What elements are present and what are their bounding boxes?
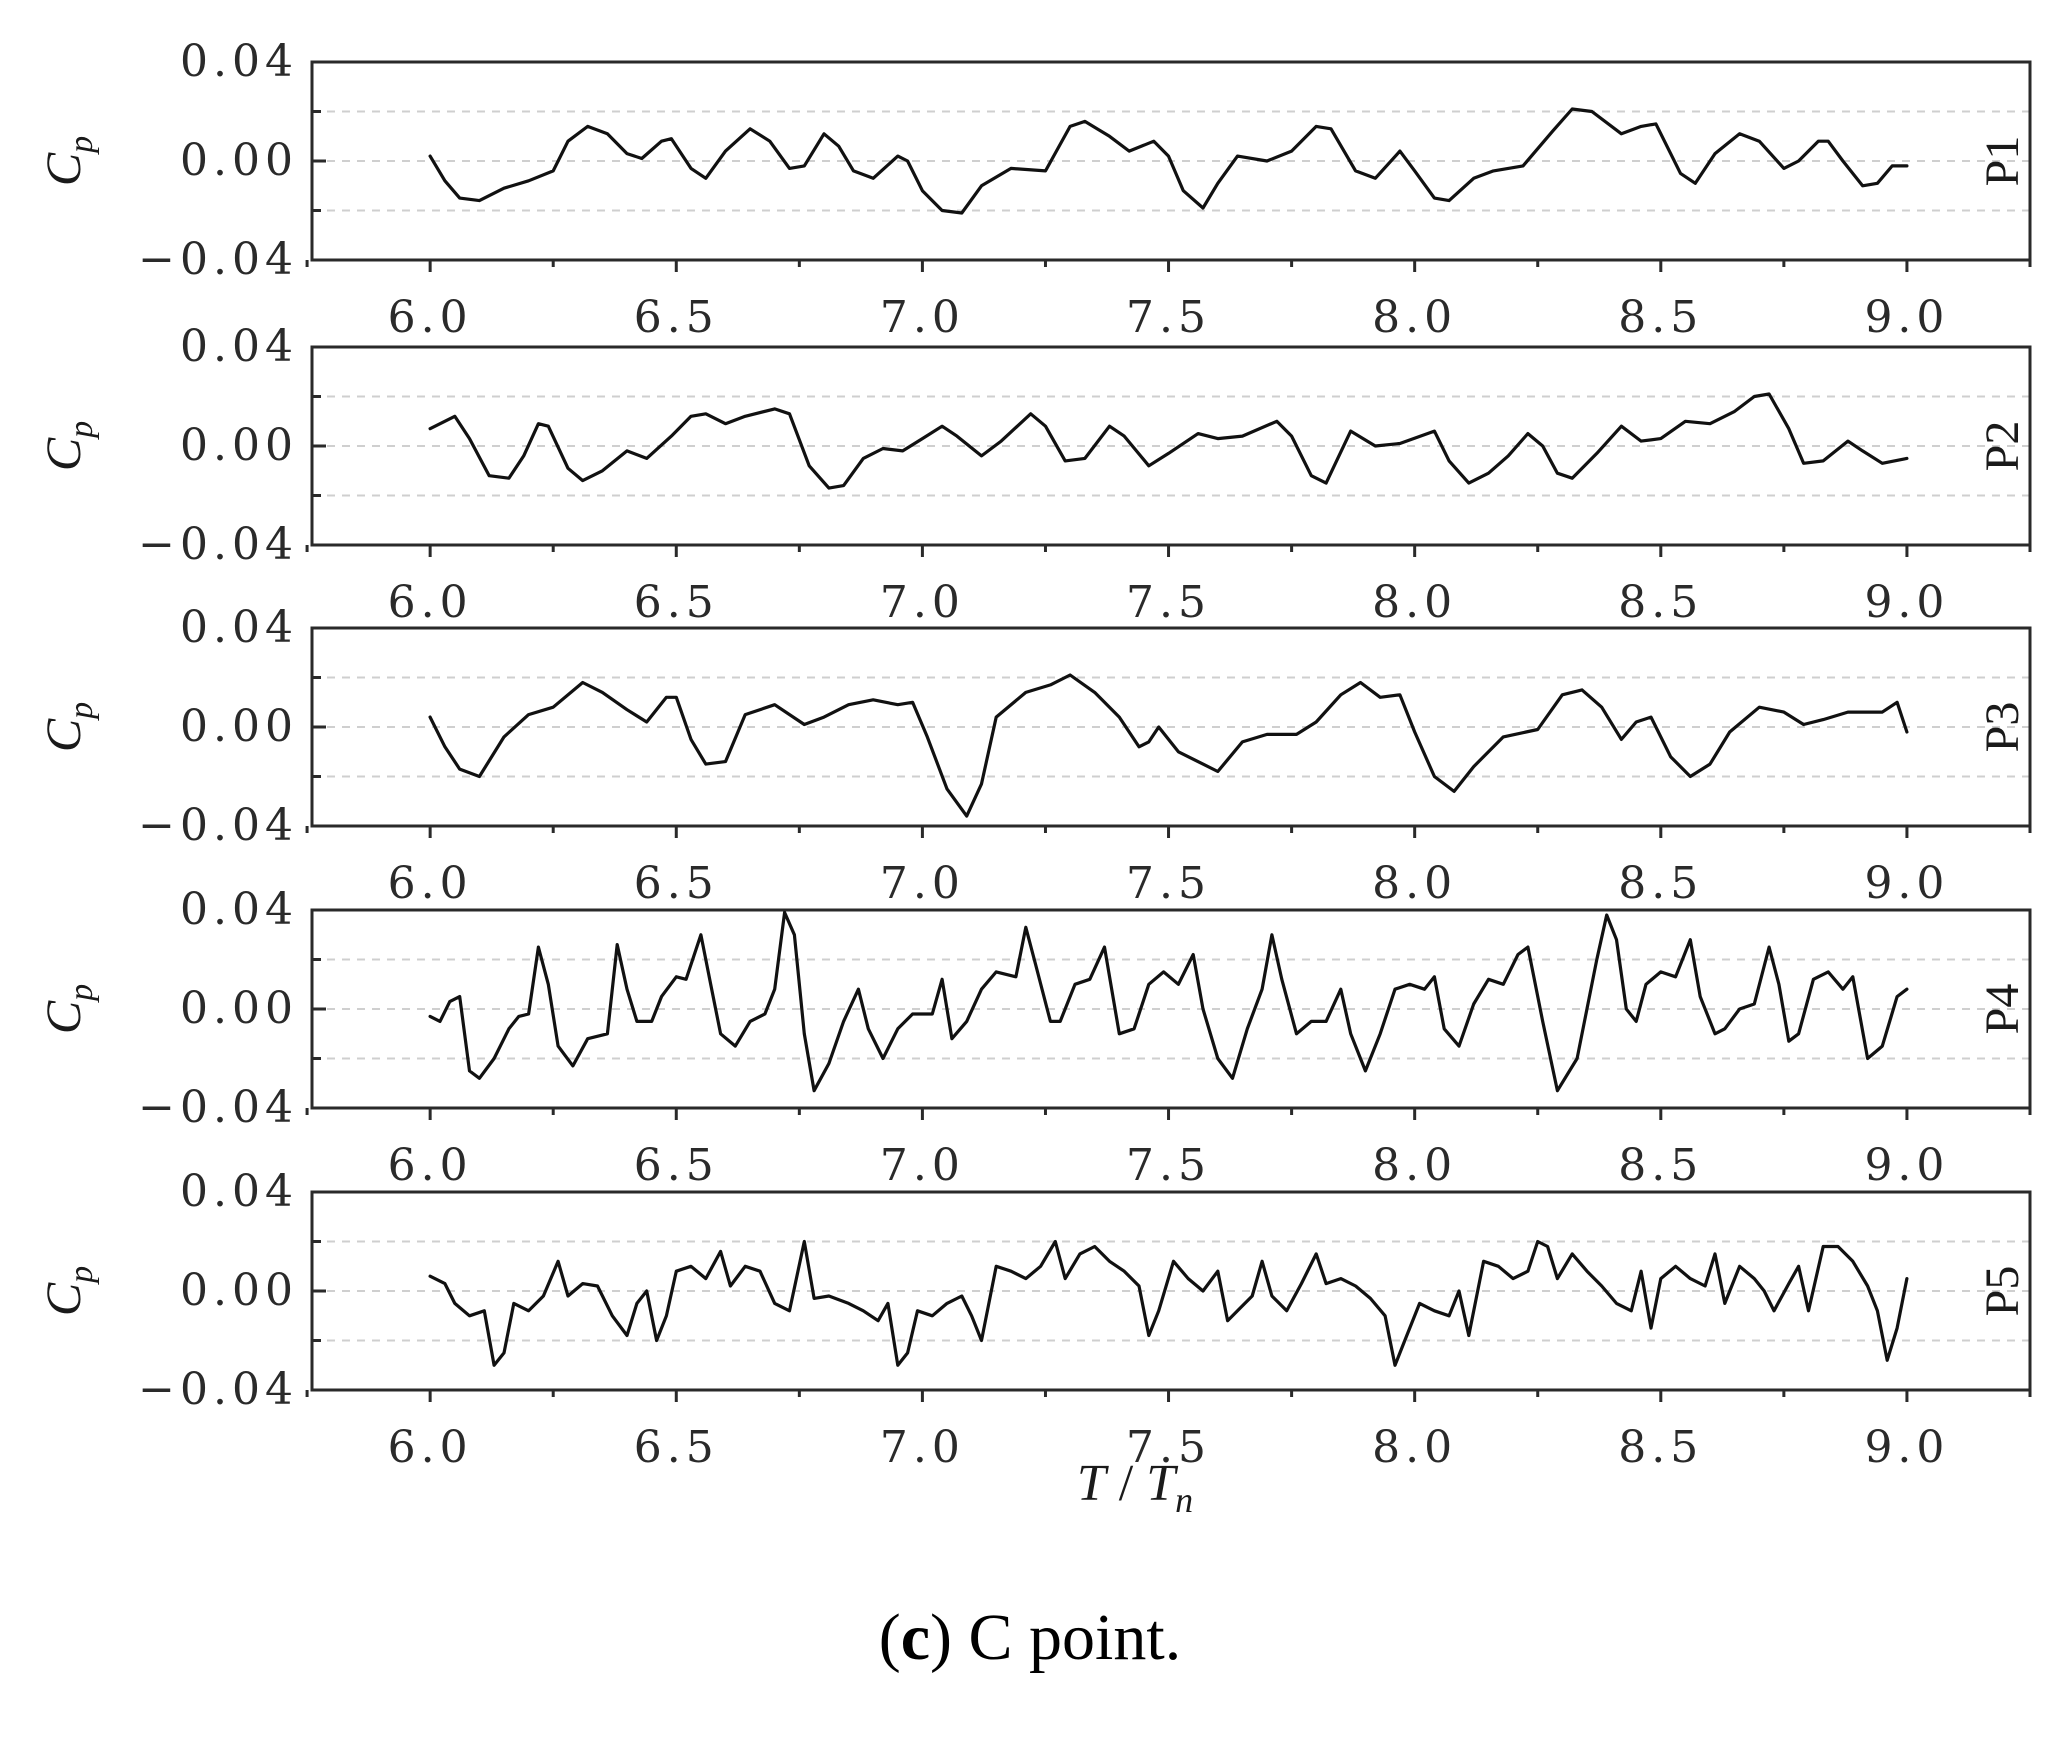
x-tick-label-p4-2: 7.0 [880,1140,965,1191]
x-tick-label-p1-3: 7.5 [1126,292,1211,343]
y-tick-label-p4-0: 0.04 [180,884,298,935]
x-tick-label-p3-6: 9.0 [1864,858,1949,909]
x-tick-label-p5-2: 7.0 [880,1422,965,1473]
y-axis-label-main: C [35,718,91,752]
x-tick-label-p5-1: 6.5 [634,1422,719,1473]
panel-p3: 0.04 0.00 −0.04 6.0 6.5 7.0 7.5 8.0 8.5 9.0 Cp P3 [35,602,2032,909]
x-tick-label-p3-5: 8.5 [1618,858,1703,909]
y-axis-label-sub: p [63,702,100,721]
y-tick-label-p1-2: −0.04 [138,234,298,285]
x-tick-label-p3-4: 8.0 [1372,858,1457,909]
x-tick-label-p5-4: 8.0 [1372,1422,1457,1473]
x-tick-label-p2-2: 7.0 [880,577,965,628]
y-axis-label-main: C [35,1000,91,1034]
series-line-p5 [428,1239,1909,1367]
x-tick-label-p4-0: 6.0 [388,1140,473,1191]
x-tick-label-p4-4: 8.0 [1372,1140,1457,1191]
y-tick-label-p2-0: 0.04 [180,321,298,372]
x-tick-label-p5-0: 6.0 [388,1422,473,1473]
x-tick-label-p3-3: 7.5 [1126,858,1211,909]
x-tick-label-p3-1: 6.5 [634,858,719,909]
y-tick-label-p1-0: 0.04 [180,36,298,87]
panel-label-p4: P4 [1976,984,2029,1035]
x-tick-label-p4-5: 8.5 [1618,1140,1703,1191]
panel-p1: 0.04 0.00 −0.04 6.0 6.5 7.0 7.5 8.0 8.5 9.0 Cp P1 [35,36,2032,343]
x-tick-label-p2-1: 6.5 [634,577,719,628]
figure-caption: (c) C point. [0,1600,2060,1676]
y-axis-label-sub: p [63,421,100,440]
x-tick-label-p1-1: 6.5 [634,292,719,343]
x-tick-label-p5-6: 9.0 [1864,1422,1949,1473]
x-tick-label-p1-2: 7.0 [880,292,965,343]
y-axis-label-p3: Cp [35,702,100,752]
y-axis-label-p5: Cp [35,1266,100,1316]
x-axis-label-main: T [1077,1455,1109,1512]
panel-label-p2: P2 [1976,421,2029,472]
series-line-p3 [428,673,1909,818]
y-tick-label-p3-2: −0.04 [138,800,298,851]
x-tick-label-p5-5: 8.5 [1618,1422,1703,1473]
x-tick-label-p4-6: 9.0 [1864,1140,1949,1191]
x-tick-label-p2-0: 6.0 [388,577,473,628]
x-tick-label-p1-0: 6.0 [388,292,473,343]
y-axis-label-sub: p [63,136,100,155]
x-tick-label-p3-0: 6.0 [388,858,473,909]
x-tick-label-p1-4: 8.0 [1372,292,1457,343]
y-tick-label-p3-0: 0.04 [180,602,298,653]
x-tick-label-p5-3: 7.5 [1126,1422,1211,1473]
y-axis-label-p2: Cp [35,421,100,471]
series-line-p1 [428,107,1909,215]
series-line-p2 [428,392,1909,490]
y-axis-label-p4: Cp [35,984,100,1034]
panel-label-p1: P1 [1976,136,2029,187]
x-tick-label-p2-3: 7.5 [1126,577,1211,628]
panel-p4: 0.04 0.00 −0.04 6.0 6.5 7.0 7.5 8.0 8.5 9.0 Cp P4 [35,884,2032,1191]
series-line-p4 [428,910,1909,1093]
y-tick-label-p2-2: −0.04 [138,519,298,570]
caption-rest: ) C point. [930,1601,1182,1674]
chart-panels: 0.040.00−0.046.0 6.5 7.0 7.5 8.0 8.5 9.0Cp P10.… [35,36,2032,1473]
x-tick-label-p4-1: 6.5 [634,1140,719,1191]
y-tick-label-p5-1: 0.00 [180,1265,298,1316]
y-axis-label-sub: p [63,1266,100,1285]
y-tick-label-p2-1: 0.00 [180,420,298,471]
x-tick-label-p4-3: 7.5 [1126,1140,1211,1191]
x-axis-label: T / Tn [1077,1455,1193,1520]
panel-label-p3: P3 [1976,702,2029,753]
y-tick-label-p4-2: −0.04 [138,1082,298,1133]
x-tick-label-p2-4: 8.0 [1372,577,1457,628]
caption-letter: c [900,1601,931,1674]
x-tick-label-p1-6: 9.0 [1864,292,1949,343]
panel-p5: 0.04 0.00 −0.04 6.0 6.5 7.0 7.5 8.0 8.5 9.0 Cp P5 [35,1166,2032,1473]
x-tick-label-p3-2: 7.0 [880,858,965,909]
y-tick-label-p3-1: 0.00 [180,701,298,752]
caption-open: ( [878,1601,901,1674]
x-axis-label-slash: / [1106,1455,1146,1512]
y-axis-label-main: C [35,1282,91,1316]
panel-label-p5: P5 [1976,1266,2029,1317]
y-axis-label-p1: Cp [35,136,100,186]
x-axis-label-main2: T [1146,1455,1178,1512]
y-tick-label-p5-0: 0.04 [180,1166,298,1217]
y-axis-label-sub: p [63,984,100,1003]
x-axis-label-sub: n [1175,1480,1193,1520]
y-tick-label-p1-1: 0.00 [180,135,298,186]
panel-p2: 0.04 0.00 −0.04 6.0 6.5 7.0 7.5 8.0 8.5 9.0 Cp P2 [35,321,2032,628]
y-axis-label-main: C [35,437,91,471]
x-tick-label-p2-5: 8.5 [1618,577,1703,628]
x-tick-label-p2-6: 9.0 [1864,577,1949,628]
x-tick-label-p1-5: 8.5 [1618,292,1703,343]
y-tick-label-p5-2: −0.04 [138,1364,298,1415]
y-tick-label-p4-1: 0.00 [180,983,298,1034]
y-axis-label-main: C [35,152,91,186]
